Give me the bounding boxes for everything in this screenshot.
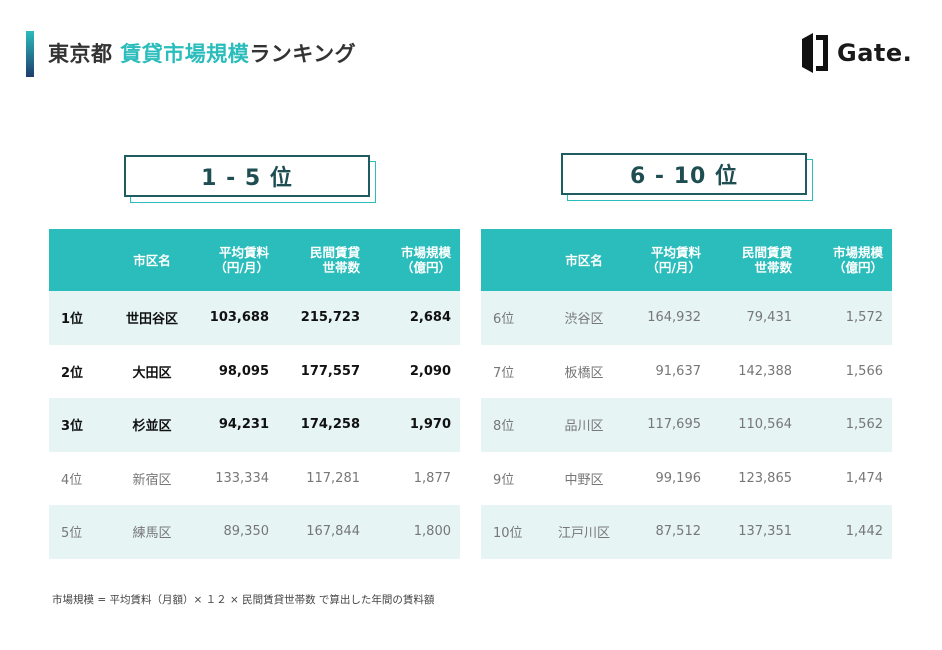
title-accent-bar: [26, 31, 34, 77]
cell-rent: 98,095: [197, 344, 278, 398]
table-header-row: 市区名 平均賃料 （円/月） 民間賃貸 世帯数 市場規模 （億円）: [49, 229, 460, 291]
cell-households: 142,388: [710, 344, 801, 398]
title-prefix: 東京都: [48, 42, 121, 66]
cell-name: 品川区: [539, 398, 629, 452]
cell-households: 137,351: [710, 505, 801, 559]
ranking-table-right: 市区名 平均賃料 （円/月） 民間賃貸 世帯数 市場規模 （億円） 6位 渋谷区 16…: [481, 229, 892, 559]
left-badge-label: 1 - 5 位: [124, 155, 370, 197]
header-households: 民間賃貸 世帯数: [278, 229, 369, 291]
cell-households: 215,723: [278, 291, 369, 345]
cell-market: 2,684: [369, 291, 460, 345]
table-row: 4位 新宿区 133,334 117,281 1,877: [49, 451, 460, 505]
cell-households: 174,258: [278, 398, 369, 452]
cell-market: 1,566: [801, 344, 892, 398]
cell-rank: 3位: [49, 398, 107, 452]
table-row: 2位 大田区 98,095 177,557 2,090: [49, 344, 460, 398]
table-row: 10位 江戸川区 87,512 137,351 1,442: [481, 505, 892, 559]
cell-market: 1,442: [801, 505, 892, 559]
cell-market: 1,572: [801, 291, 892, 345]
table-row: 7位 板橋区 91,637 142,388 1,566: [481, 344, 892, 398]
cell-rent: 103,688: [197, 291, 278, 345]
cell-households: 167,844: [278, 505, 369, 559]
cell-market: 1,562: [801, 398, 892, 452]
cell-rent: 94,231: [197, 398, 278, 452]
cell-rank: 1位: [49, 291, 107, 345]
cell-name: 板橋区: [539, 344, 629, 398]
table-header-row: 市区名 平均賃料 （円/月） 民間賃貸 世帯数 市場規模 （億円）: [481, 229, 892, 291]
table-row: 3位 杉並区 94,231 174,258 1,970: [49, 398, 460, 452]
cell-market: 1,474: [801, 451, 892, 505]
cell-rank: 4位: [49, 451, 107, 505]
gate-logo-icon: [802, 33, 828, 73]
cell-name: 練馬区: [107, 505, 197, 559]
right-badge-label: 6 - 10 位: [561, 153, 807, 195]
ranking-table-left: 市区名 平均賃料 （円/月） 民間賃貸 世帯数 市場規模 （億円） 1位 世田谷区 1…: [49, 229, 460, 559]
cell-rank: 2位: [49, 344, 107, 398]
cell-name: 中野区: [539, 451, 629, 505]
cell-households: 110,564: [710, 398, 801, 452]
right-rank-badge: 6 - 10 位: [561, 153, 813, 201]
header-market: 市場規模 （億円）: [369, 229, 460, 291]
cell-market: 2,090: [369, 344, 460, 398]
header-name: 市区名: [107, 229, 197, 291]
cell-households: 79,431: [710, 291, 801, 345]
cell-rank: 10位: [481, 505, 539, 559]
cell-name: 渋谷区: [539, 291, 629, 345]
table-row: 8位 品川区 117,695 110,564 1,562: [481, 398, 892, 452]
cell-households: 123,865: [710, 451, 801, 505]
header-rank: [49, 229, 107, 291]
cell-name: 江戸川区: [539, 505, 629, 559]
cell-rent: 87,512: [629, 505, 710, 559]
table-row: 1位 世田谷区 103,688 215,723 2,684: [49, 291, 460, 345]
cell-rank: 8位: [481, 398, 539, 452]
cell-name: 杉並区: [107, 398, 197, 452]
footnote: 市場規模 = 平均賃料（月額）× １２ × 民間賃貸世帯数 で算出した年間の賃料…: [52, 594, 435, 606]
cell-market: 1,877: [369, 451, 460, 505]
title-highlight: 賃貸市場規模: [120, 42, 250, 66]
title-suffix: ランキング: [249, 42, 357, 66]
header-rent: 平均賃料 （円/月）: [197, 229, 278, 291]
cell-rent: 89,350: [197, 505, 278, 559]
table-row: 5位 練馬区 89,350 167,844 1,800: [49, 505, 460, 559]
cell-rank: 5位: [49, 505, 107, 559]
gate-logo: Gate.: [800, 32, 912, 74]
header-rent: 平均賃料 （円/月）: [629, 229, 710, 291]
cell-name: 大田区: [107, 344, 197, 398]
cell-rank: 7位: [481, 344, 539, 398]
left-rank-badge: 1 - 5 位: [124, 155, 376, 203]
logo-text: Gate.: [837, 39, 913, 67]
page-title: 東京都 賃貸市場規模ランキング: [48, 38, 356, 68]
cell-name: 新宿区: [107, 451, 197, 505]
table-row: 6位 渋谷区 164,932 79,431 1,572: [481, 291, 892, 345]
cell-rent: 164,932: [629, 291, 710, 345]
header-market: 市場規模 （億円）: [801, 229, 892, 291]
cell-rent: 91,637: [629, 344, 710, 398]
cell-name: 世田谷区: [107, 291, 197, 345]
header-name: 市区名: [539, 229, 629, 291]
cell-market: 1,800: [369, 505, 460, 559]
cell-market: 1,970: [369, 398, 460, 452]
header-households: 民間賃貸 世帯数: [710, 229, 801, 291]
cell-rent: 99,196: [629, 451, 710, 505]
cell-rank: 6位: [481, 291, 539, 345]
cell-rent: 117,695: [629, 398, 710, 452]
table-row: 9位 中野区 99,196 123,865 1,474: [481, 451, 892, 505]
cell-households: 117,281: [278, 451, 369, 505]
cell-rent: 133,334: [197, 451, 278, 505]
header-rank: [481, 229, 539, 291]
cell-rank: 9位: [481, 451, 539, 505]
cell-households: 177,557: [278, 344, 369, 398]
